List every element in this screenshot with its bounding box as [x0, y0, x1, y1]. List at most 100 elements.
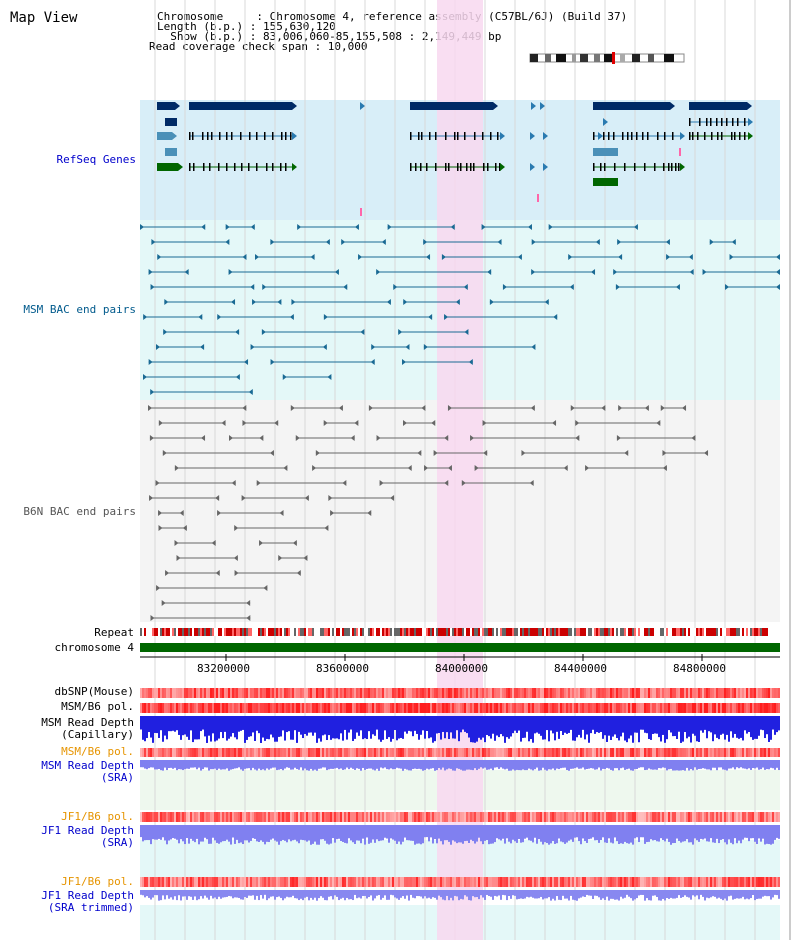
depth-tracks[interactable] — [140, 716, 780, 901]
heat-cell — [654, 812, 656, 822]
heat-cell — [182, 703, 184, 713]
depth-bar — [478, 760, 480, 769]
heat-cell — [776, 877, 778, 887]
heat-cell — [516, 877, 518, 887]
repeat-cell — [620, 628, 622, 636]
repeat-cell — [318, 628, 320, 636]
heat-cell — [194, 812, 196, 822]
depth-bar — [658, 716, 660, 738]
heat-cell — [394, 688, 396, 698]
depth-bar — [588, 716, 590, 743]
heat-cell — [180, 748, 182, 757]
heat-cell — [558, 877, 560, 887]
heat-cell — [418, 812, 420, 822]
refseq-label[interactable]: RefSeq Genes — [56, 153, 136, 166]
repeat-cell — [718, 628, 720, 636]
depth-bar — [226, 716, 228, 741]
repeat-track[interactable] — [140, 628, 780, 636]
heat-cell — [494, 688, 496, 698]
heat-cell — [224, 688, 226, 698]
repeat-cell — [280, 628, 282, 636]
b6n-bac-label[interactable]: B6N BAC end pairs — [23, 505, 136, 518]
depth-bar — [212, 890, 214, 899]
depth-bar — [372, 716, 374, 735]
heat-cell — [486, 703, 488, 713]
heat-cell — [570, 703, 572, 713]
heat-cell — [642, 748, 644, 757]
depth-bar — [258, 716, 260, 734]
depth-bar — [362, 760, 364, 768]
heat-cell — [332, 877, 334, 887]
heat-cell — [428, 812, 430, 822]
depth-bar — [754, 716, 756, 739]
depth-bar — [190, 760, 192, 768]
depth-bar — [646, 716, 648, 734]
repeat-cell — [264, 628, 266, 636]
heat-cell — [234, 748, 236, 757]
bac-end — [423, 344, 428, 350]
heat-cell — [490, 688, 492, 698]
depth-bar — [634, 890, 636, 900]
depth-bar — [696, 760, 698, 770]
depth-bar — [776, 716, 778, 733]
depth-bar — [594, 825, 596, 841]
ideogram-band — [530, 54, 538, 62]
refseq-genes-track[interactable] — [157, 102, 753, 216]
b6n-bac-track[interactable] — [148, 405, 709, 621]
depth-bar — [434, 890, 436, 898]
depth-bar — [380, 825, 382, 841]
heat-cell — [672, 748, 674, 757]
msm-bac-track[interactable] — [140, 224, 780, 395]
heatmap-tracks[interactable] — [140, 688, 780, 887]
exon — [272, 132, 274, 140]
depth-bar — [654, 890, 656, 896]
depth-bar — [562, 825, 564, 843]
heat-cell — [396, 688, 398, 698]
bac-end — [151, 239, 156, 245]
depth-bar — [484, 825, 486, 841]
heat-cell — [724, 703, 726, 713]
depth-bar — [610, 825, 612, 843]
depth-bar — [464, 716, 466, 732]
heat-cell — [556, 877, 558, 887]
heat-cell — [356, 688, 358, 698]
repeat-cell — [356, 628, 358, 636]
gene-arrow — [748, 118, 753, 126]
depth-bar — [680, 890, 682, 898]
msm-bac-label[interactable]: MSM BAC end pairs — [23, 303, 136, 316]
depth-bar — [332, 716, 334, 739]
chromosome-ideogram[interactable] — [529, 52, 685, 64]
depth-bar — [772, 825, 774, 844]
depth-bar — [352, 825, 354, 843]
heat-cell — [714, 812, 716, 822]
heat-cell — [364, 703, 366, 713]
depth-bar — [386, 760, 388, 770]
heat-cell — [328, 812, 330, 822]
heat-cell — [450, 688, 452, 698]
repeat-cell — [518, 628, 520, 636]
heat-cell — [252, 748, 254, 757]
chromosome-band — [140, 643, 780, 652]
depth-bar — [368, 890, 370, 898]
bac-end — [618, 254, 623, 260]
depth-bar — [552, 716, 554, 734]
depth-bar — [248, 890, 250, 896]
heat-cell — [602, 877, 604, 887]
heat-cell — [514, 703, 516, 713]
heat-cell — [526, 812, 528, 822]
heat-cell — [640, 688, 642, 698]
heat-cell — [358, 703, 360, 713]
depth-bar — [396, 716, 398, 741]
heat-cell — [578, 703, 580, 713]
heat-cell — [772, 877, 774, 887]
heat-cell — [282, 703, 284, 713]
heat-cell — [730, 812, 732, 822]
heat-cell — [444, 748, 446, 757]
exon — [460, 163, 462, 171]
gene-arrow — [543, 132, 548, 140]
heat-cell — [516, 703, 518, 713]
heat-cell — [218, 703, 220, 713]
heat-cell — [392, 703, 394, 713]
heat-cell — [248, 812, 250, 822]
